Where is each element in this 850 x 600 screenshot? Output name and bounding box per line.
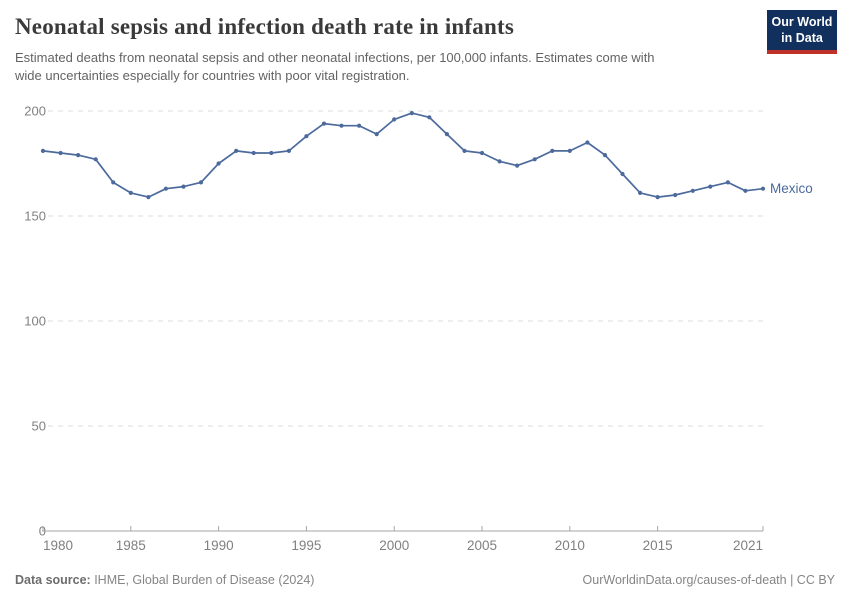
data-point-1989[interactable] [198,180,204,185]
datasource-text: Data source: IHME, Global Burden of Dise… [15,573,314,587]
data-point-2016[interactable] [673,192,678,198]
data-point-1991[interactable] [234,148,239,153]
chart-footer: Data source: IHME, Global Burden of Dise… [15,573,835,587]
data-point-2011[interactable] [585,140,590,145]
data-point-2004[interactable] [462,148,467,153]
owid-logo-line1: Our World [771,15,833,29]
data-point-1984[interactable] [111,180,116,185]
datasource-label: Data source: [15,573,91,587]
x-tick-label-1990: 1990 [204,538,234,553]
chart-subtitle: Estimated deaths from neonatal sepsis an… [15,50,655,84]
data-point-1990[interactable] [216,161,221,166]
data-point-1980[interactable] [40,148,46,153]
x-tick-label-1995: 1995 [291,538,321,553]
data-point-1999[interactable] [374,132,379,137]
x-tick-label-1980: 1980 [43,538,73,553]
data-point-2001[interactable] [409,111,414,116]
chart-header: Neonatal sepsis and infection death rate… [15,14,760,86]
y-tick-label-200: 200 [24,104,46,119]
data-point-2010[interactable] [567,148,572,153]
x-tick-label-2021: 2021 [733,538,763,553]
data-point-2007[interactable] [515,163,520,168]
data-point-1981[interactable] [58,150,63,156]
data-point-2013[interactable] [620,171,625,177]
owid-logo-line2: in Data [781,30,823,45]
data-point-2019[interactable] [725,180,731,185]
data-point-2008[interactable] [532,157,537,162]
y-tick-label-100: 100 [24,314,46,329]
data-point-1985[interactable] [128,190,133,195]
data-point-2020[interactable] [743,188,748,193]
series-end-label[interactable]: Mexico [770,181,813,196]
data-point-2014[interactable] [638,190,643,195]
series-line-mexico[interactable] [42,112,764,198]
data-point-1986[interactable] [146,195,151,200]
data-point-2018[interactable] [708,184,713,189]
data-point-1992[interactable] [251,150,256,156]
y-tick-label-50: 50 [32,419,46,434]
credit-link[interactable]: OurWorldinData.org/causes-of-death [582,573,787,587]
data-point-1988[interactable] [181,184,186,189]
page-title: Neonatal sepsis and infection death rate… [15,14,514,39]
owid-logo[interactable]: Our World in Data [767,10,837,55]
data-point-2017[interactable] [690,188,695,193]
data-point-1987[interactable] [163,186,168,191]
data-point-2009[interactable] [550,148,555,153]
data-point-2012[interactable] [602,153,608,158]
data-point-2005[interactable] [479,150,485,156]
x-tick-label-1985: 1985 [116,538,146,553]
data-point-1996[interactable] [321,121,327,126]
data-point-2015[interactable] [655,195,660,200]
x-tick-label-2005: 2005 [467,538,497,553]
y-tick-label-150: 150 [24,209,46,224]
data-point-1997[interactable] [339,123,344,128]
x-tick-label-2015: 2015 [643,538,673,553]
data-point-2021[interactable] [760,186,766,191]
credit-license: | CC BY [786,573,835,587]
data-point-2000[interactable] [392,117,397,122]
data-point-2002[interactable] [427,115,432,120]
data-point-1995[interactable] [304,134,309,139]
datasource-value: IHME, Global Burden of Disease (2024) [90,573,315,587]
x-tick-label-2000: 2000 [379,538,409,553]
data-point-1982[interactable] [76,153,81,158]
data-point-2006[interactable] [497,159,502,164]
data-point-1998[interactable] [357,123,362,128]
credit-text: OurWorldinData.org/causes-of-death | CC … [583,573,835,587]
data-point-1983[interactable] [93,157,98,162]
x-tick-label-2010: 2010 [555,538,585,553]
data-point-1994[interactable] [286,148,291,153]
data-point-1993[interactable] [269,150,274,156]
data-point-2003[interactable] [444,132,449,137]
